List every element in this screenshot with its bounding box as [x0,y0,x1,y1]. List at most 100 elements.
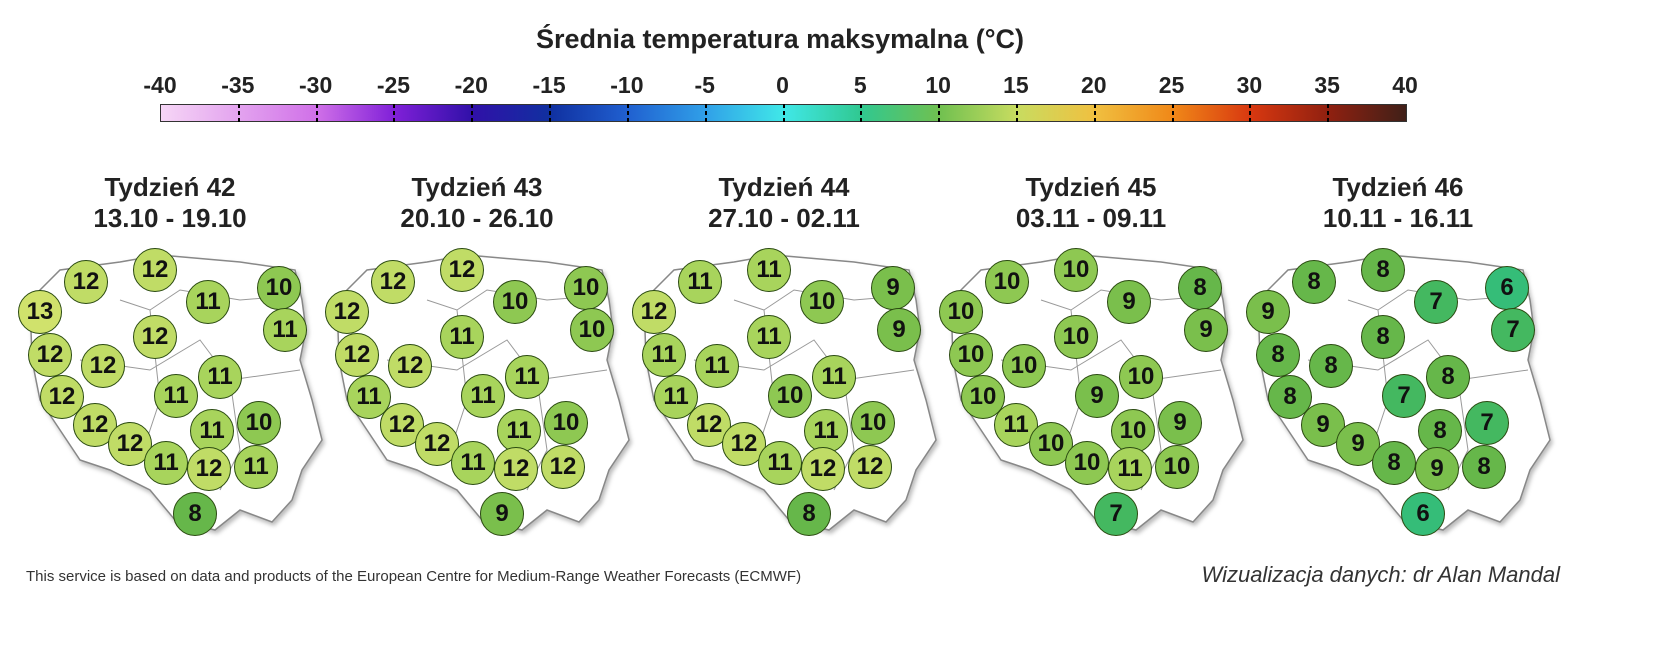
colorbar-tick-label: 20 [1080,72,1107,98]
week-dates: 03.11 - 09.11 [1015,203,1167,233]
temperature-marker: 10 [564,266,608,310]
temperature-marker: 12 [848,445,892,489]
colorbar-tick-label: 5 [853,72,867,98]
temperature-marker: 12 [133,248,177,292]
colorbar-tick-mark [1249,104,1252,122]
week-title: Tydzień 42 [104,172,236,202]
week-map: Tydzień 44 27.10 - 02.11 12 11 11 10 9 9 11 11 1… [614,160,937,540]
temperature-marker: 11 [144,441,188,485]
temperature-marker: 9 [1075,374,1119,418]
temperature-marker: 12 [440,248,484,292]
temperature-marker: 12 [388,344,432,388]
temperature-marker: 12 [133,315,177,359]
colorbar-tick-label: 15 [1003,72,1029,98]
temperature-marker: 11 [505,355,549,399]
colorbar-tick-label: 35 [1314,72,1340,98]
temperature-marker: 11 [198,355,242,399]
temperature-marker: 12 [335,333,379,377]
temperature-marker: 12 [494,447,538,491]
temperature-marker: 11 [461,374,505,418]
temperature-marker: 12 [371,260,415,304]
colorbar-tick-label: 25 [1158,72,1185,98]
colorbar-tick-label: -20 [454,72,488,98]
colorbar-tick-label: -5 [694,72,715,98]
week-dates: 20.10 - 26.10 [400,203,554,233]
colorbar-ticks: -40 -35 -30 -25 -20 -15 -10 -5 0 5 10 15 20 25 30 35 40 [143,72,1417,102]
temperature-marker: 7 [1465,401,1509,445]
temperature-marker: 12 [722,422,766,466]
colorbar-tick-label: -35 [221,72,255,98]
temperature-marker: 8 [787,492,831,536]
temperature-marker: 8 [1361,248,1405,292]
temperature-marker: 10 [851,401,895,445]
temperature-marker: 9 [1246,290,1290,334]
week-title: Tydzień 45 [1025,172,1157,202]
temperature-marker: 9 [1107,280,1151,324]
colorbar-tick-label: -10 [610,72,644,98]
temperature-marker: 11 [154,374,198,418]
temperature-marker: 11 [994,403,1038,447]
temperature-marker: 10 [570,308,614,352]
temperature-marker: 7 [1414,280,1458,324]
temperature-marker: 11 [234,445,278,489]
temperature-marker: 8 [1309,344,1353,388]
temperature-marker: 12 [40,375,84,419]
temperature-marker: 9 [871,266,915,310]
colorbar-tick-mark [471,104,474,122]
temperature-marker: 8 [173,492,217,536]
week-title: Tydzień 46 [1332,172,1464,202]
colorbar-tick-label: 30 [1236,72,1263,98]
colorbar-tick-mark [315,104,318,122]
temperature-marker: 11 [812,355,856,399]
temperature-marker: 10 [939,290,983,334]
colorbar-tick-mark [1171,104,1174,122]
colorbar-tick-label: -40 [143,72,177,98]
temperature-marker: 12 [187,447,231,491]
colorbar-tick-mark [1093,104,1096,122]
temperature-marker: 11 [758,441,802,485]
temperature-marker: 10 [800,280,844,324]
colorbar-tick-mark [1327,104,1330,122]
temperature-marker: 11 [804,409,848,453]
temperature-marker: 11 [347,375,391,419]
week-title: Tydzień 44 [718,172,850,202]
temperature-marker: 9 [877,308,921,352]
temperature-marker: 13 [18,290,62,334]
colorbar-tick-mark [237,104,240,122]
temperature-marker: 12 [541,445,585,489]
temperature-marker: 10 [1065,441,1109,485]
temperature-marker: 10 [237,401,281,445]
week-dates: 27.10 - 02.11 [708,203,860,233]
temperature-marker: 9 [1158,401,1202,445]
colorbar-tick-label: 0 [776,72,789,98]
temperature-marker: 10 [768,374,812,418]
temperature-marker: 10 [493,280,537,324]
temperature-marker: 10 [1054,248,1098,292]
week-map: Tydzień 45 03.11 - 09.11 10 10 10 9 8 9 10 10 10… [921,160,1244,540]
colorbar-tick-label: -25 [376,72,411,98]
colorbar-tick-mark [393,104,396,122]
temperature-marker: 10 [985,260,1029,304]
week-map: Tydzień 42 13.10 - 19.10 13 12 12 11 10 11 12 1… [0,160,323,540]
temperature-marker: 11 [642,333,686,377]
temperature-marker: 9 [480,492,524,536]
temperature-marker: 9 [1415,447,1459,491]
chart-title: Średnia temperatura maksymalna (°C) [536,24,1024,54]
temperature-marker: 11 [190,409,234,453]
colorbar-tick-label: -30 [299,72,333,98]
temperature-marker: 10 [1002,344,1046,388]
temperature-marker: 12 [28,333,72,377]
temperature-marker: 11 [440,315,484,359]
temperature-marker: 10 [1155,445,1199,489]
temperature-marker: 11 [186,280,230,324]
colorbar-tick-mark [938,104,941,122]
colorbar-tick-mark [1015,104,1018,122]
temperature-marker: 11 [451,441,495,485]
colorbar-tick-mark [626,104,629,122]
temperature-marker: 11 [497,409,541,453]
week-title: Tydzień 43 [411,172,543,202]
week-map: Tydzień 43 20.10 - 26.10 12 12 12 10 10 10 11 1… [307,160,630,540]
temperature-marker: 9 [1184,308,1228,352]
temperature-marker: 7 [1382,374,1426,418]
